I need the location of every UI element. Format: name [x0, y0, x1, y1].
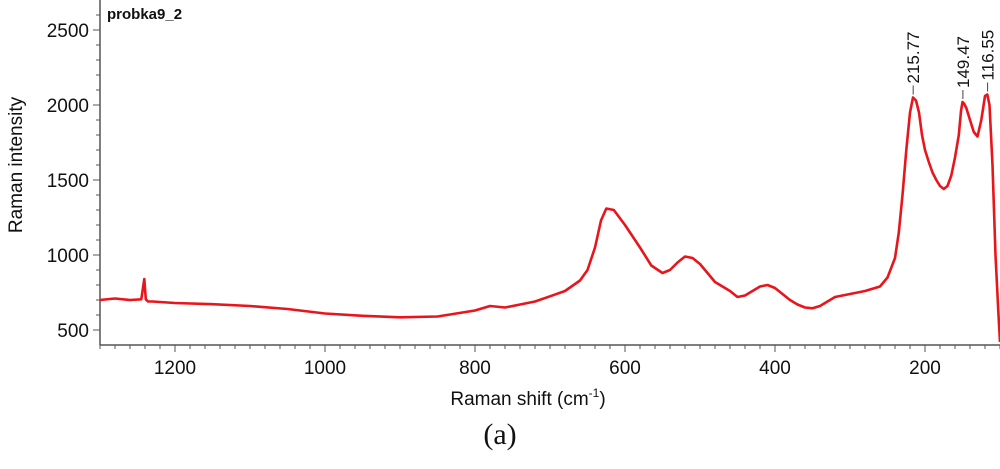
ticks: 1200 1000 800 600 400 200 500 1000 1500 2000 2500: [47, 14, 1000, 379]
peak-label: 116.55: [979, 30, 998, 81]
x-tick-label: 800: [459, 358, 491, 379]
y-tick-label: 1000: [47, 246, 89, 267]
x-axis-title-sup: -1: [589, 386, 600, 400]
x-tick-label: 600: [609, 358, 641, 379]
x-tick-label: 1200: [154, 358, 196, 379]
peak-label: 215.77: [904, 32, 923, 84]
y-tick-label: 2000: [47, 96, 89, 117]
y-tick-label: 1500: [47, 171, 89, 192]
y-tick-label: 2500: [47, 21, 89, 42]
x-tick-label: 400: [759, 358, 791, 379]
series: [99, 93, 1000, 343]
x-axis-title-main: Raman shift (cm: [450, 389, 588, 410]
x-axis-title-end: ): [599, 389, 605, 410]
sample-label: probka9_2: [107, 6, 182, 23]
x-tick-label: 1000: [304, 358, 346, 379]
peak-labels: 215.77 149.47 116.55: [904, 30, 998, 99]
x-axis-title: Raman shift (cm-1): [450, 386, 605, 410]
y-tick-label: 500: [57, 321, 89, 342]
figure-caption: (a): [483, 418, 517, 451]
x-tick-label: 200: [909, 358, 941, 379]
spectrum-line: [99, 93, 1000, 343]
y-axis-title: Raman intensity: [6, 96, 27, 233]
axes: [99, 0, 1000, 346]
peak-label: 149.47: [954, 36, 973, 88]
